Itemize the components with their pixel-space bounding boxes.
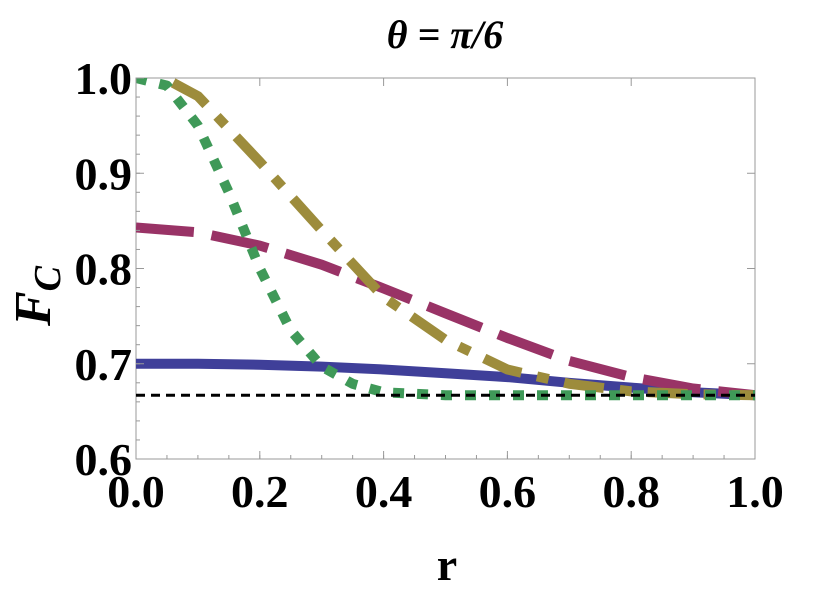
x-tick-label: 0.2 (231, 466, 289, 517)
y-axis-label: FC (5, 265, 69, 327)
x-tick-label: 0.4 (355, 466, 413, 517)
svg-text:FC: FC (5, 265, 69, 327)
x-tick-label: 0.8 (602, 466, 660, 517)
x-tick-label: 1.0 (726, 466, 784, 517)
x-tick-label: 0.6 (479, 466, 537, 517)
y-tick-label: 0.6 (75, 434, 133, 485)
y-tick-label: 0.9 (75, 148, 133, 199)
series-line-dash-dot (170, 78, 755, 401)
series-group (136, 78, 755, 401)
ticks-group: 0.0 0.2 0.4 0.6 0.8 1.0 0.6 0.7 0.8 0.9 1.0 (75, 53, 784, 517)
y-tick-label: 0.7 (75, 339, 133, 390)
x-axis-label: r (437, 539, 457, 590)
plot-frame (135, 77, 756, 460)
chart-title: θ = π/6 (387, 12, 504, 57)
y-axis-label-sub: C (27, 265, 69, 291)
y-tick-label: 1.0 (75, 53, 133, 104)
series-line-long-dash (136, 222, 755, 401)
x-tick-label: 0.0 (107, 466, 165, 517)
y-axis-label-main: F (5, 291, 62, 327)
y-tick-label: 0.8 (75, 244, 133, 295)
plot-area (135, 77, 756, 460)
series-line-dotted (136, 78, 755, 401)
